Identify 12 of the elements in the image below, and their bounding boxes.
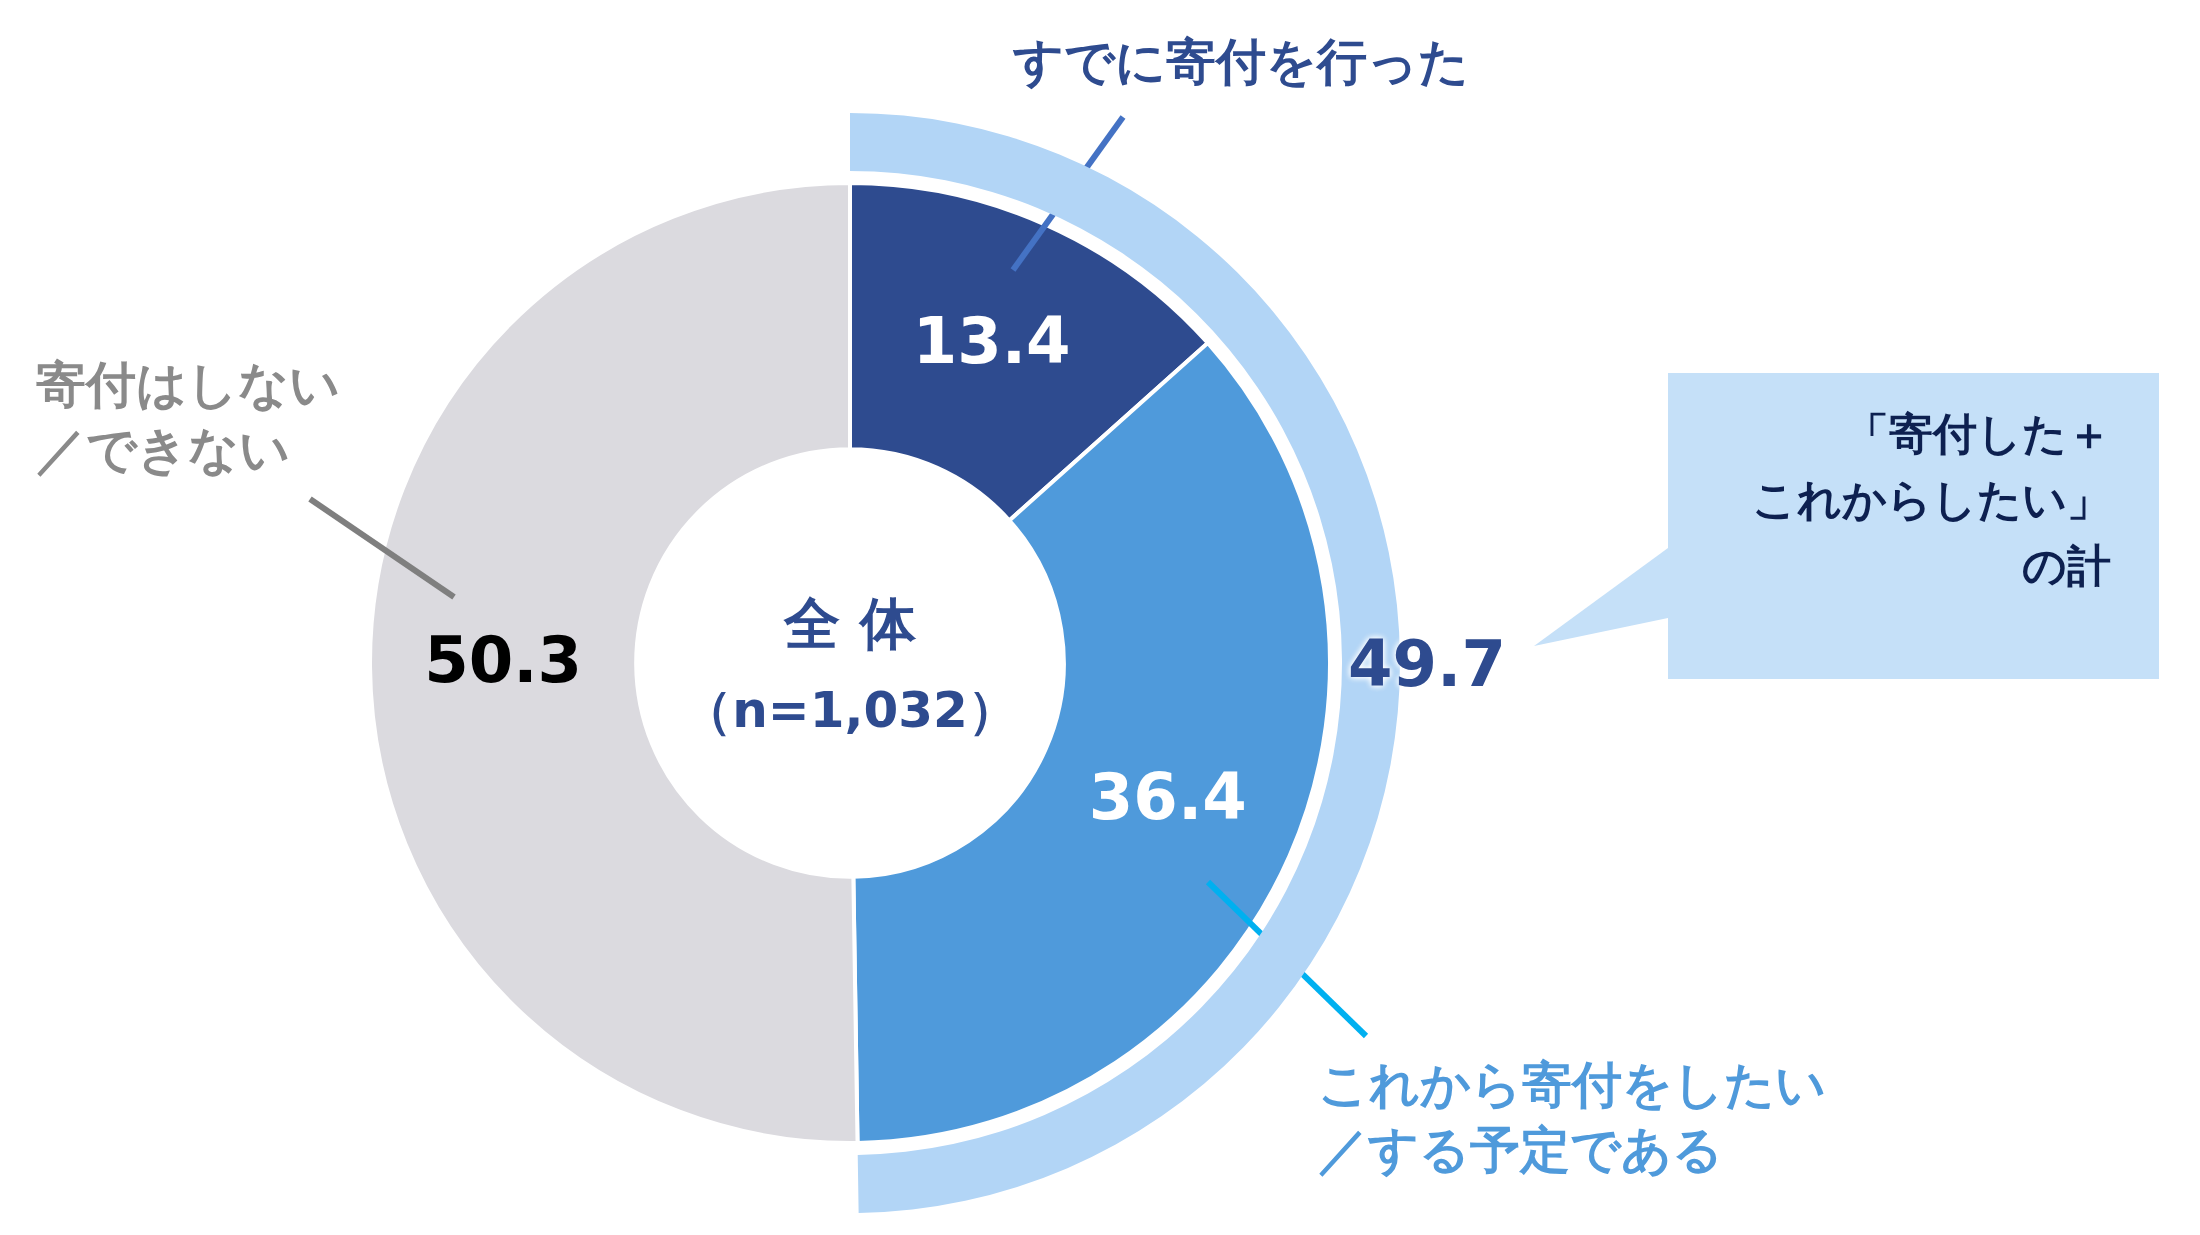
data-label: 50.3 — [424, 623, 583, 698]
data-label: 36.4 — [1088, 759, 1247, 834]
text: これからしたい」 — [1751, 473, 2111, 527]
slice-label: すでに寄付を行った — [1013, 32, 1470, 93]
text: （n=1,032） — [681, 680, 1019, 741]
slice-label: 寄付はしない／できない — [36, 355, 341, 481]
text: 全 体 — [782, 590, 917, 658]
slice-label: これから寄付をしたい／する予定である — [1318, 1055, 1827, 1181]
text: 「寄付した＋ — [1844, 407, 2111, 461]
text: 49.7 — [1348, 626, 1506, 703]
text: の計 — [2021, 539, 2111, 593]
data-label: 13.4 — [912, 303, 1071, 378]
